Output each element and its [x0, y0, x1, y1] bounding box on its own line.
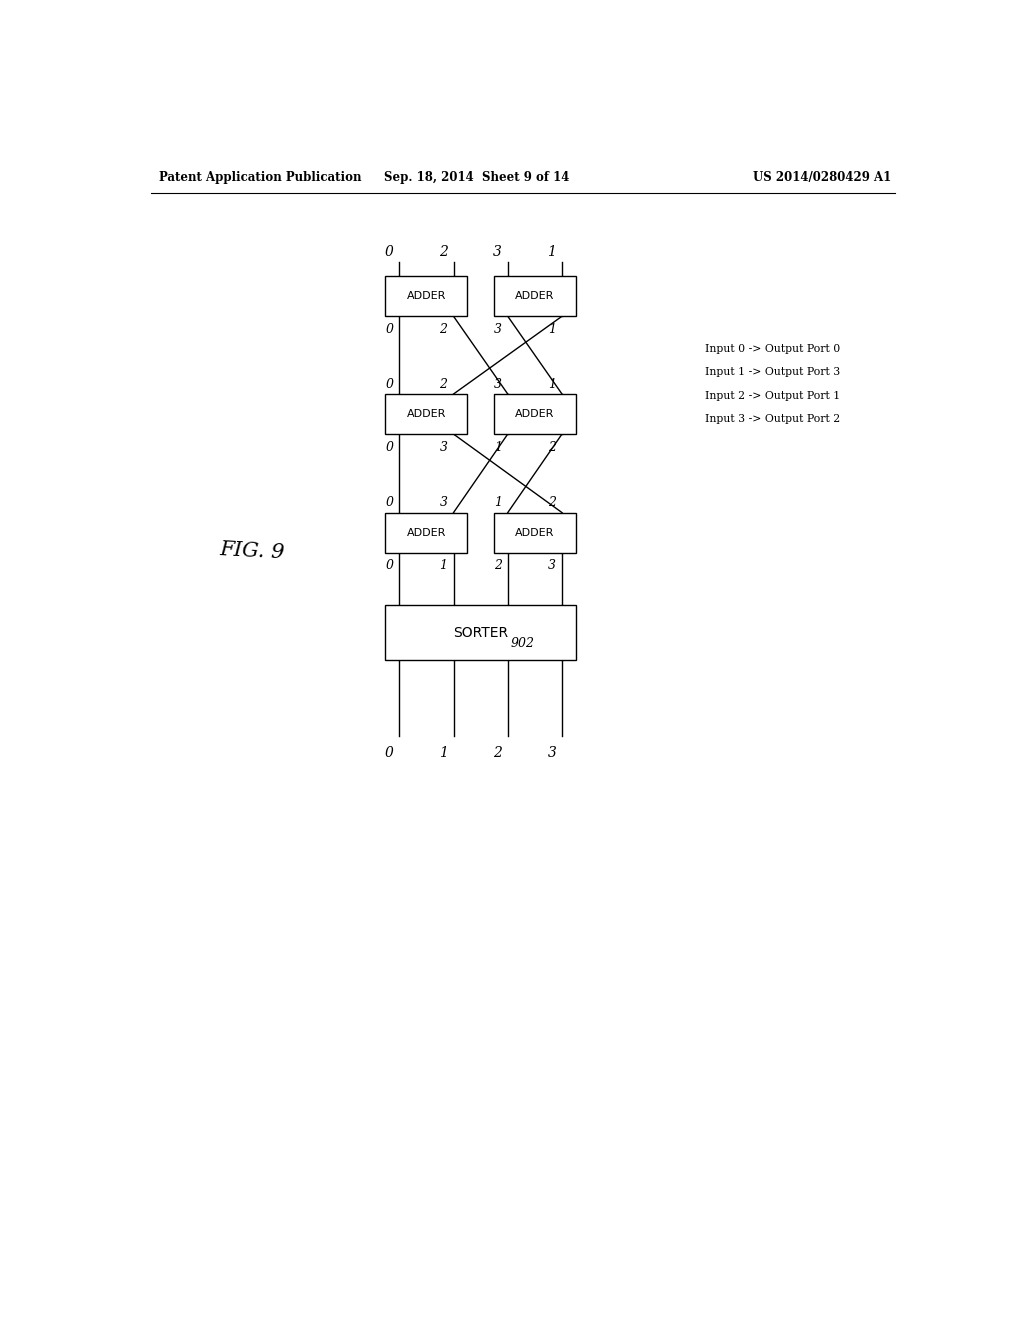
Text: 3: 3 — [494, 246, 502, 259]
Text: ADDER: ADDER — [515, 292, 555, 301]
Text: Input 2 -> Output Port 1: Input 2 -> Output Port 1 — [706, 391, 841, 400]
Text: 2: 2 — [548, 441, 556, 454]
Text: 2: 2 — [494, 560, 502, 573]
Text: 1: 1 — [494, 441, 502, 454]
Text: Input 1 -> Output Port 3: Input 1 -> Output Port 3 — [706, 367, 841, 378]
Bar — [385, 605, 575, 660]
Text: SORTER: SORTER — [453, 626, 508, 640]
Text: 3: 3 — [548, 746, 556, 760]
Text: FIG. 9: FIG. 9 — [219, 540, 285, 562]
Text: Patent Application Publication: Patent Application Publication — [159, 172, 361, 185]
Text: 2: 2 — [439, 378, 447, 391]
Text: 0: 0 — [385, 441, 393, 454]
Text: ADDER: ADDER — [407, 409, 446, 418]
Text: 0: 0 — [385, 746, 393, 760]
Bar — [494, 512, 575, 553]
Text: Input 3 -> Output Port 2: Input 3 -> Output Port 2 — [706, 413, 841, 424]
Text: 0: 0 — [385, 246, 393, 259]
Text: 3: 3 — [548, 560, 556, 573]
Text: 3: 3 — [494, 323, 502, 335]
Text: 3: 3 — [439, 496, 447, 510]
Text: 2: 2 — [548, 496, 556, 510]
Text: ADDER: ADDER — [407, 292, 446, 301]
Text: 3: 3 — [494, 378, 502, 391]
Text: 2: 2 — [439, 246, 447, 259]
Text: 1: 1 — [548, 246, 556, 259]
Text: Sep. 18, 2014  Sheet 9 of 14: Sep. 18, 2014 Sheet 9 of 14 — [384, 172, 569, 185]
Text: 1: 1 — [548, 323, 556, 335]
Text: 2: 2 — [494, 746, 502, 760]
Text: 2: 2 — [439, 323, 447, 335]
Text: 1: 1 — [439, 560, 447, 573]
Text: 0: 0 — [385, 323, 393, 335]
Text: 0: 0 — [385, 496, 393, 510]
Text: 3: 3 — [439, 441, 447, 454]
Text: ADDER: ADDER — [407, 528, 446, 537]
Text: 1: 1 — [439, 746, 447, 760]
Text: US 2014/0280429 A1: US 2014/0280429 A1 — [753, 172, 891, 185]
Text: 1: 1 — [494, 496, 502, 510]
Bar — [385, 276, 467, 317]
Bar — [385, 395, 467, 434]
Text: ADDER: ADDER — [515, 409, 555, 418]
Text: 0: 0 — [385, 378, 393, 391]
Text: Input 0 -> Output Port 0: Input 0 -> Output Port 0 — [706, 345, 841, 354]
Text: 902: 902 — [511, 638, 535, 651]
Text: ADDER: ADDER — [515, 528, 555, 537]
Bar — [494, 395, 575, 434]
Text: 1: 1 — [548, 378, 556, 391]
Text: 0: 0 — [385, 560, 393, 573]
Bar — [494, 276, 575, 317]
Bar — [385, 512, 467, 553]
